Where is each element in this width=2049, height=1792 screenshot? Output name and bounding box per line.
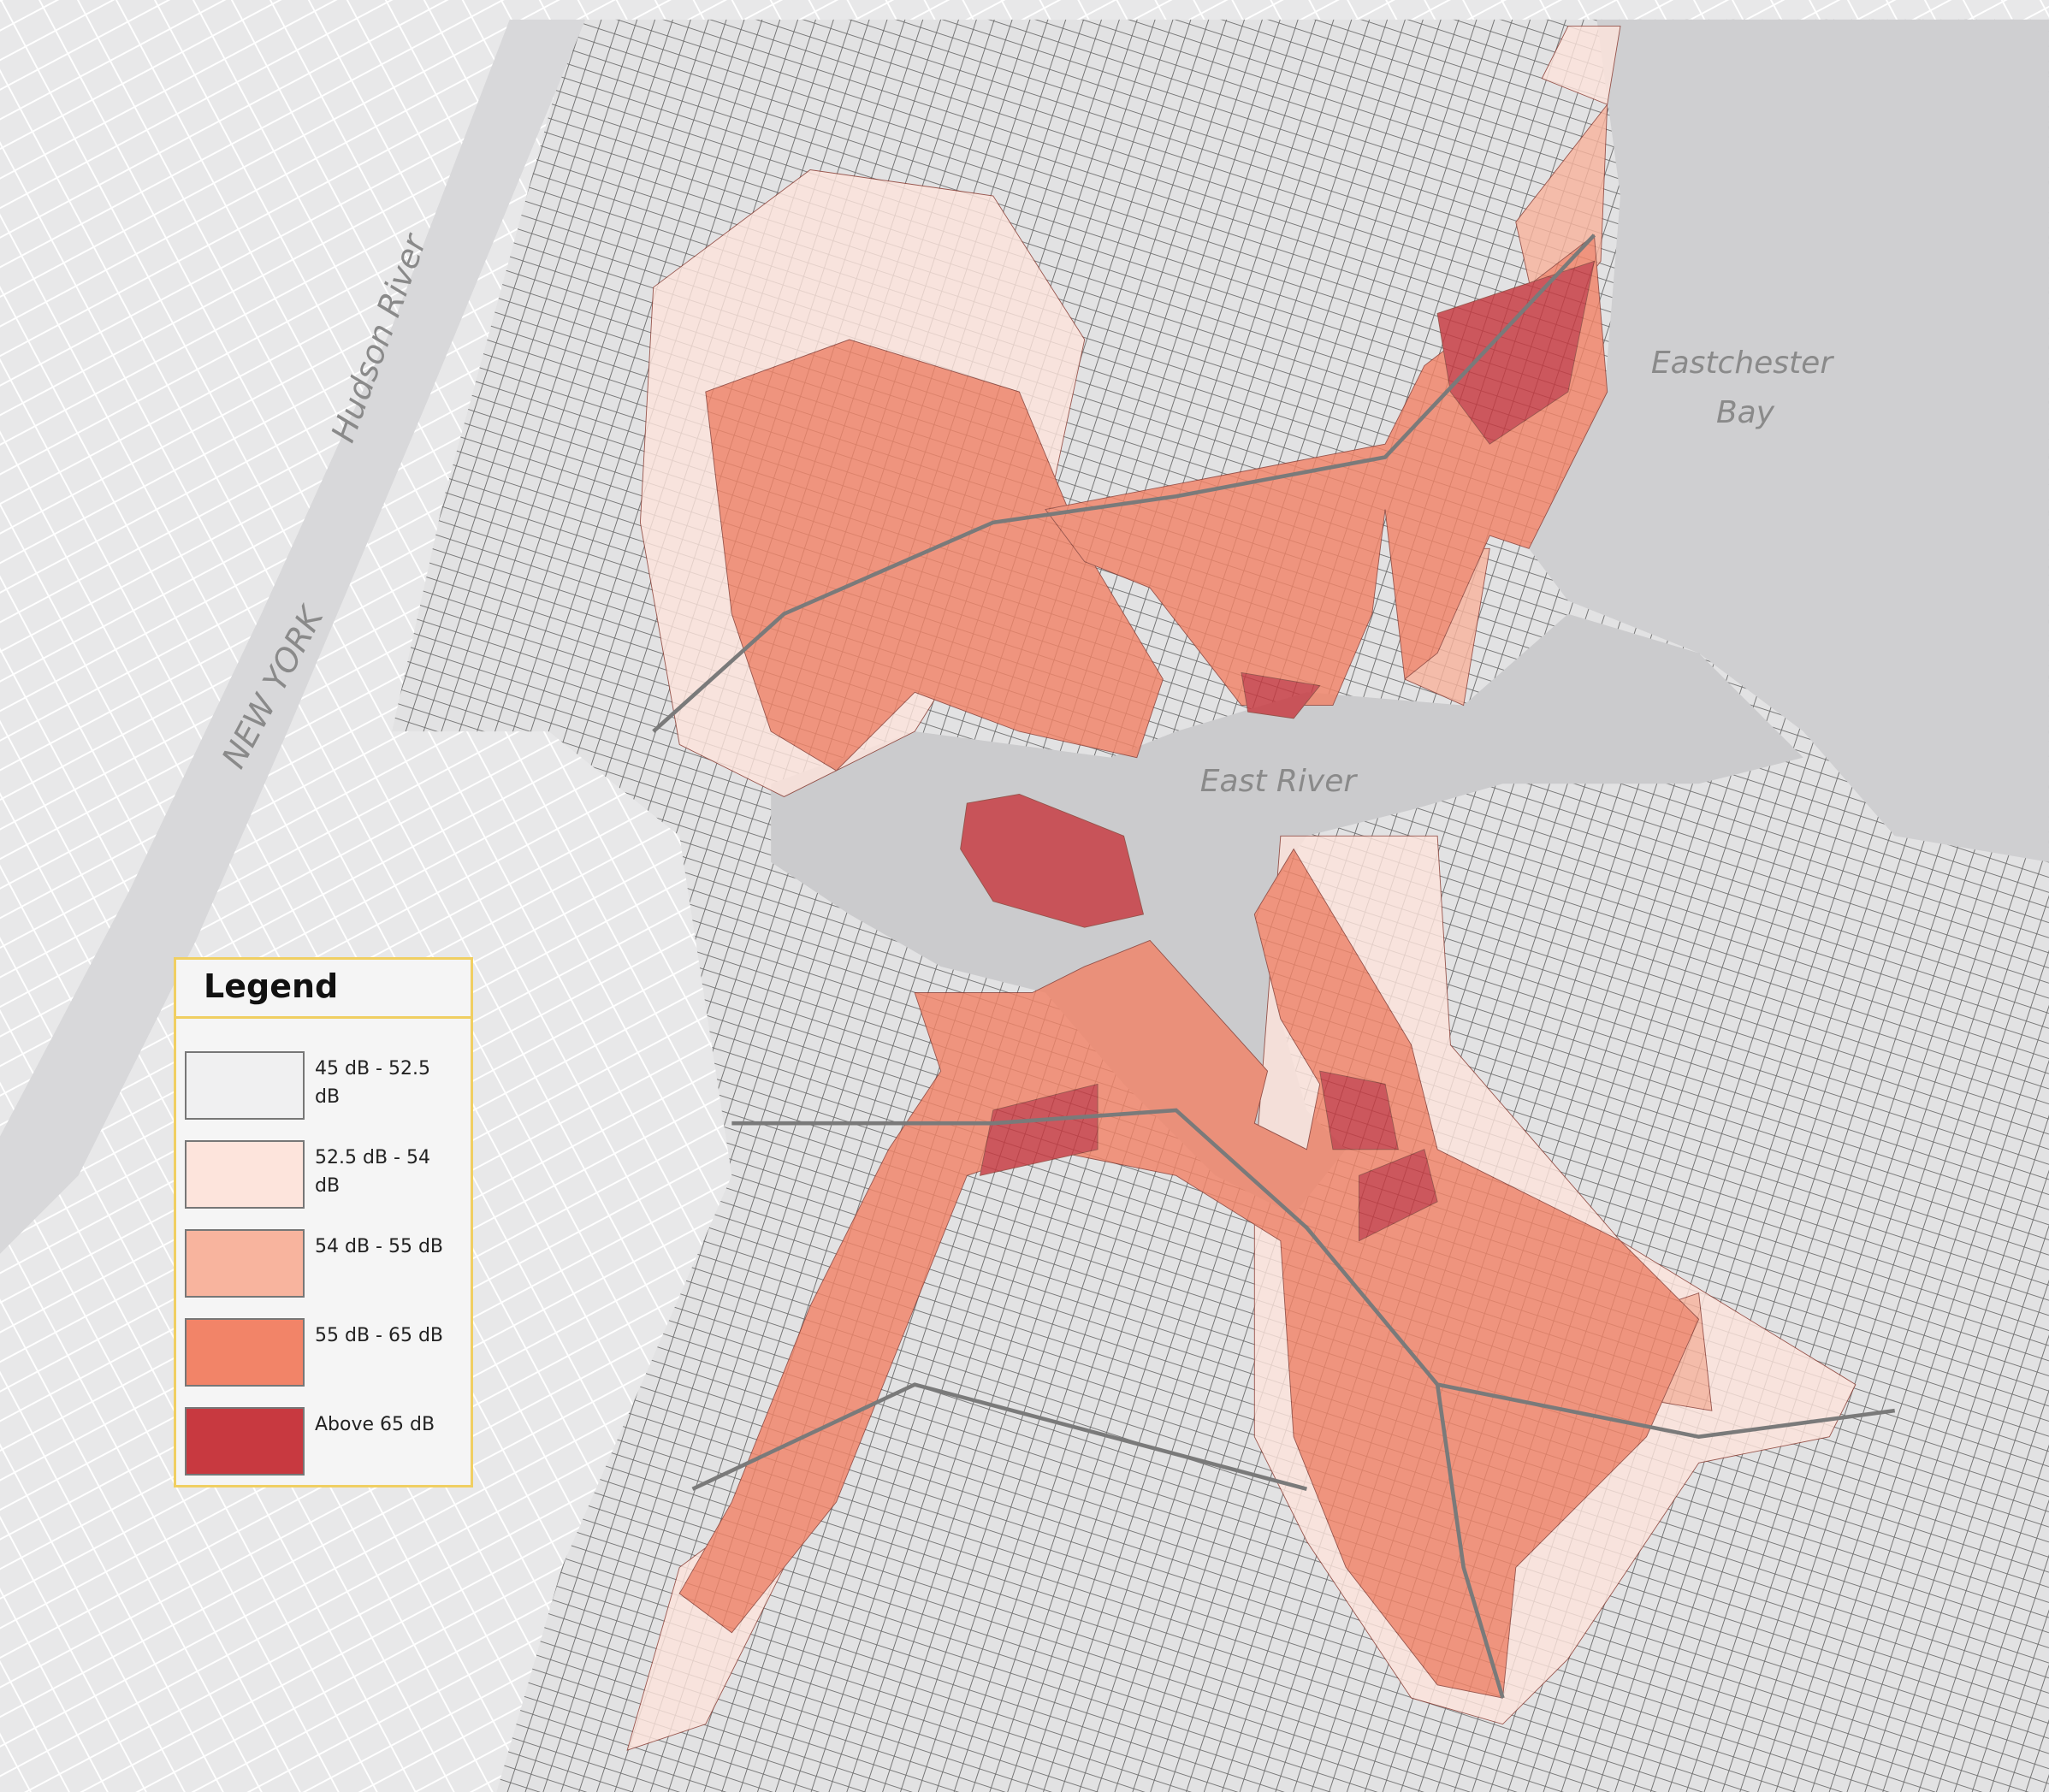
river-label: East River [1200, 764, 1359, 799]
bay-label-line: Bay [1716, 395, 1775, 430]
hudson-river [0, 19, 586, 1254]
legend-label: Above 65 dB [315, 1414, 435, 1435]
noise-zone [1319, 1070, 1399, 1150]
noise-zones [626, 26, 1857, 1751]
legend: Legend 45 dB - 52.5 dB 52.5 dB - 54 dB 54 … [174, 957, 473, 1487]
legend-label: 45 dB - 52.5 dB [315, 1058, 430, 1108]
legend-item: 55 dB - 65 dB [185, 1318, 467, 1390]
noise-zone [979, 1083, 1099, 1176]
noise-zone [1241, 671, 1321, 719]
legend-swatch [185, 1407, 305, 1476]
noise-zone [678, 848, 1700, 1699]
legend-label: 52.5 dB - 54 dB [315, 1147, 430, 1197]
eastchester-bay [1529, 19, 2049, 862]
legend-label: 55 dB - 65 dB [315, 1325, 444, 1346]
east-river [771, 613, 1803, 1215]
legend-item: Above 65 dB [185, 1407, 467, 1479]
legend-swatch [185, 1140, 305, 1209]
noise-zone [705, 339, 1164, 772]
highways [652, 234, 1896, 1699]
legend-swatch [185, 1318, 305, 1387]
legend-item: 54 dB - 55 dB [185, 1229, 467, 1301]
legend-item: 45 dB - 52.5 dB [185, 1051, 467, 1123]
noise-zone [1541, 26, 1621, 105]
noise-zone [1436, 260, 1596, 445]
legend-swatch [185, 1051, 305, 1120]
legend-item: 52.5 dB - 54 dB [185, 1140, 467, 1212]
legend-swatch [185, 1229, 305, 1298]
legend-label: 54 dB - 55 dB [315, 1236, 444, 1257]
noise-zone [960, 793, 1145, 928]
noise-zone [1359, 1149, 1438, 1242]
legend-title: Legend [176, 960, 471, 1019]
bay-label-line: Eastchester [1651, 346, 1834, 381]
